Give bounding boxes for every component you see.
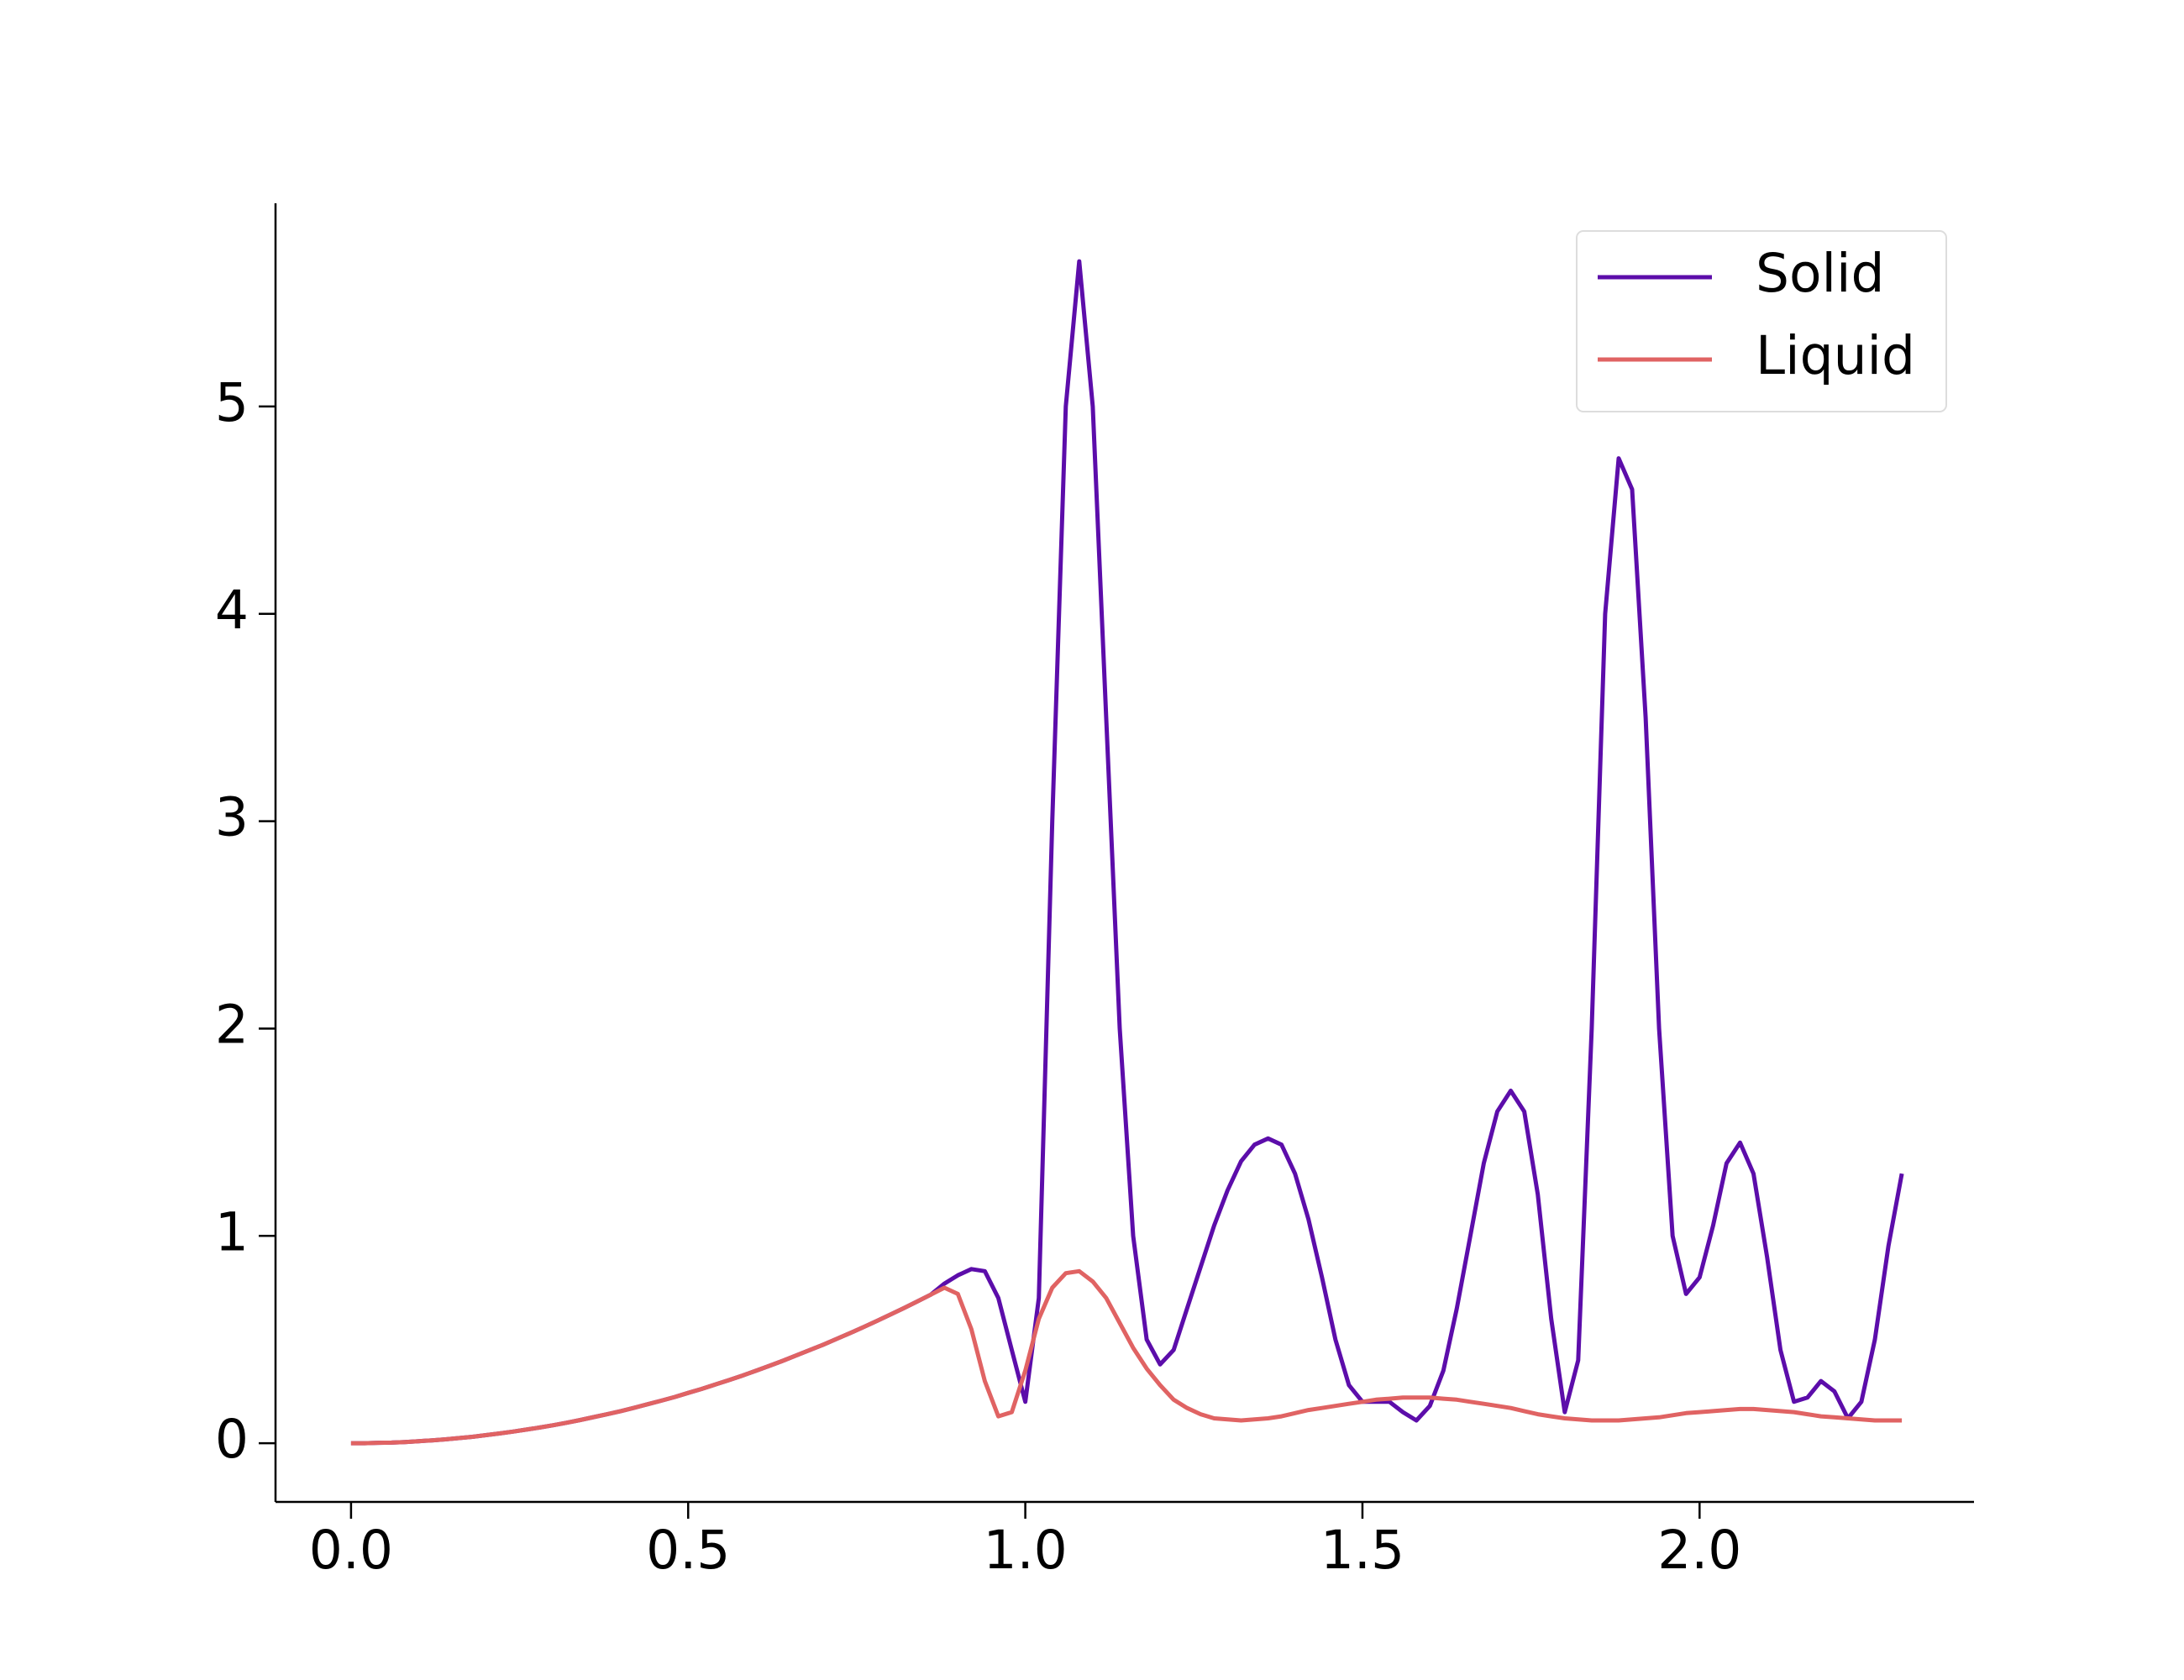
y-tick-label: 3: [215, 787, 249, 848]
x-tick-label: 0.0: [309, 1520, 393, 1581]
x-tick-label: 1.0: [984, 1520, 1068, 1581]
y-tick-label: 2: [215, 995, 249, 1056]
y-tick-label: 1: [215, 1201, 249, 1263]
x-tick-label: 2.0: [1657, 1520, 1741, 1581]
data-line: [350, 259, 1904, 1446]
x-tick-label: 1.5: [1320, 1520, 1404, 1581]
y-tick-label: 5: [215, 372, 249, 433]
data-line: [350, 1268, 1903, 1446]
legend-label: Liquid: [1756, 325, 1915, 386]
x-tick-label: 0.5: [646, 1520, 730, 1581]
legend-label: Solid: [1756, 243, 1885, 304]
y-tick-label: 4: [215, 580, 249, 641]
y-tick-label: 0: [215, 1409, 249, 1470]
